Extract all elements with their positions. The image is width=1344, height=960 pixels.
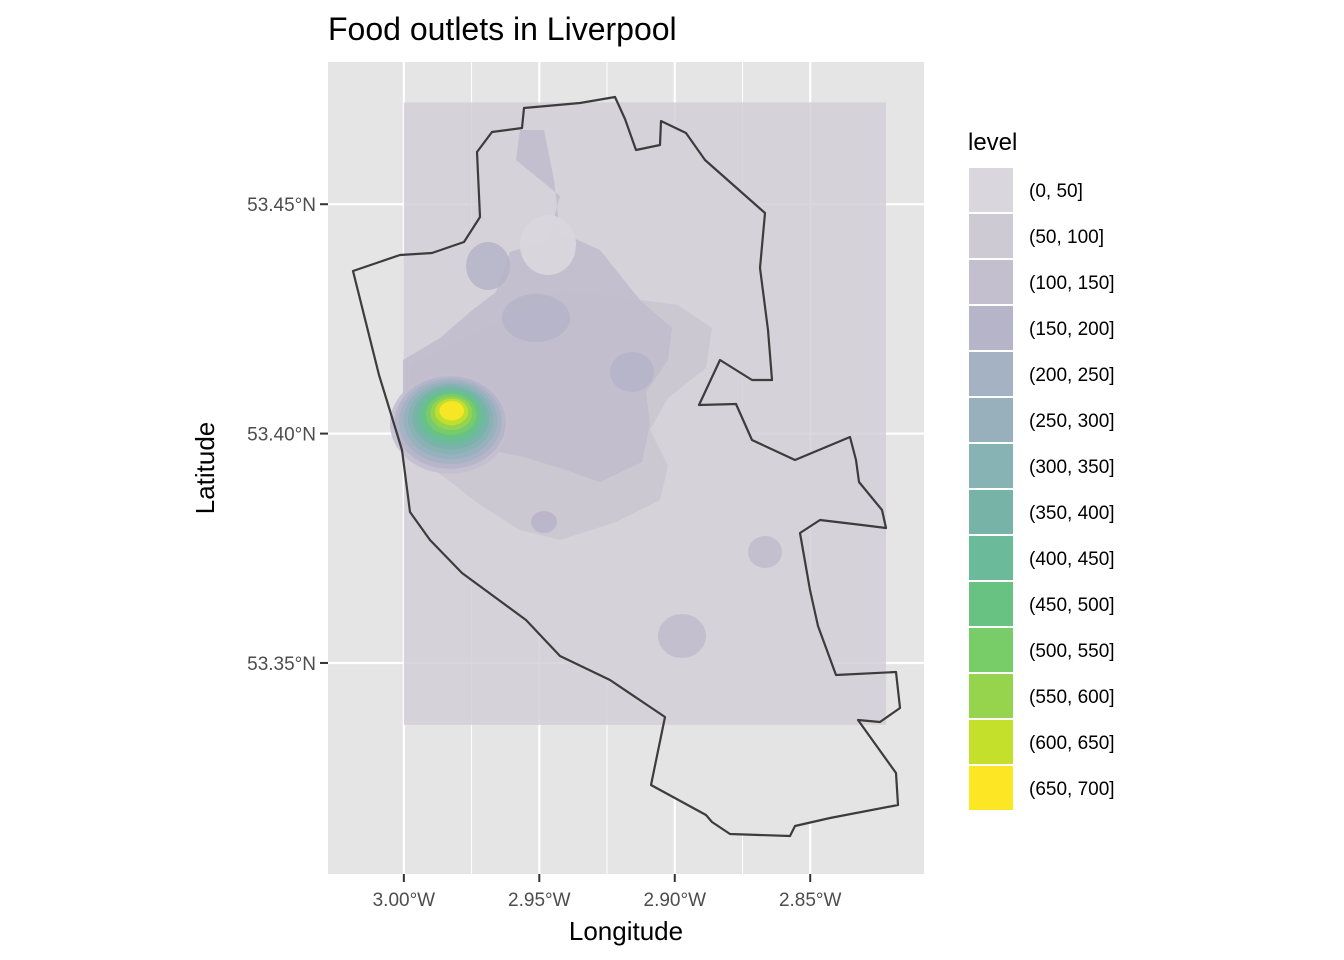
liverpool-boundary-outline bbox=[351, 95, 902, 838]
x-axis-title: Longitude bbox=[569, 916, 683, 946]
density-low-pocket bbox=[520, 215, 576, 275]
y-tick-label-2: 53.45°N bbox=[247, 195, 316, 216]
y-tick-label-0: 53.35°N bbox=[247, 654, 316, 675]
x-tick-label-1: 2.95°W bbox=[508, 890, 571, 911]
legend-label-2: (100, 150] bbox=[1029, 273, 1115, 294]
legend: level (0, 50] (50, 100] (100, 150] (150, 20… bbox=[967, 129, 1115, 812]
legend-label-0: (0, 50] bbox=[1029, 181, 1083, 202]
x-tick-label-3: 2.85°W bbox=[779, 890, 842, 911]
legend-key-6 bbox=[967, 442, 1015, 490]
legend-label-4: (200, 250] bbox=[1029, 365, 1115, 386]
legend-label-11: (550, 600] bbox=[1029, 687, 1115, 708]
legend-label-3: (150, 200] bbox=[1029, 319, 1115, 340]
y-tick-label-1: 53.40°N bbox=[247, 425, 316, 446]
legend-label-9: (450, 500] bbox=[1029, 595, 1115, 616]
legend-label-1: (50, 100] bbox=[1029, 227, 1104, 248]
density-island-c bbox=[610, 352, 654, 392]
legend-key-12 bbox=[967, 718, 1015, 766]
legend-label-5: (250, 300] bbox=[1029, 411, 1115, 432]
legend-key-2 bbox=[967, 258, 1015, 306]
x-tick-label-0: 3.00°W bbox=[373, 890, 436, 911]
legend-key-5 bbox=[967, 396, 1015, 444]
legend-key-8 bbox=[967, 534, 1015, 582]
legend-title: level bbox=[968, 129, 1017, 156]
density-island-d bbox=[531, 511, 557, 533]
x-tick-label-2: 2.90°W bbox=[644, 890, 707, 911]
chart-title: Food outlets in Liverpool bbox=[328, 11, 677, 47]
map-panel bbox=[328, 62, 924, 874]
legend-label-6: (300, 350] bbox=[1029, 457, 1115, 478]
legend-entries: (0, 50] (50, 100] (100, 150] (150, 200] (200… bbox=[967, 166, 1115, 812]
x-axis: 3.00°W 2.95°W 2.90°W 2.85°W bbox=[373, 874, 842, 911]
legend-key-1 bbox=[967, 212, 1015, 260]
density-island-f bbox=[658, 614, 706, 658]
legend-label-13: (650, 700] bbox=[1029, 779, 1115, 800]
density-island-b bbox=[502, 294, 570, 342]
legend-key-10 bbox=[967, 626, 1015, 674]
y-axis-title: Latitude bbox=[190, 422, 220, 515]
density-hotspot bbox=[389, 373, 510, 474]
hotspot-contour-13 bbox=[439, 401, 465, 421]
density-island-e bbox=[748, 536, 782, 568]
legend-key-7 bbox=[967, 488, 1015, 536]
legend-key-4 bbox=[967, 350, 1015, 398]
legend-key-13 bbox=[967, 764, 1015, 812]
legend-label-10: (500, 550] bbox=[1029, 641, 1115, 662]
legend-key-3 bbox=[967, 304, 1015, 352]
legend-key-0 bbox=[967, 166, 1015, 214]
density-island-a bbox=[466, 242, 510, 290]
density-surface bbox=[389, 102, 887, 725]
y-axis: 53.35°N 53.40°N 53.45°N bbox=[247, 195, 328, 675]
legend-label-12: (600, 650] bbox=[1029, 733, 1115, 754]
legend-label-8: (400, 450] bbox=[1029, 549, 1115, 570]
legend-key-9 bbox=[967, 580, 1015, 628]
legend-label-7: (350, 400] bbox=[1029, 503, 1115, 524]
legend-key-11 bbox=[967, 672, 1015, 720]
